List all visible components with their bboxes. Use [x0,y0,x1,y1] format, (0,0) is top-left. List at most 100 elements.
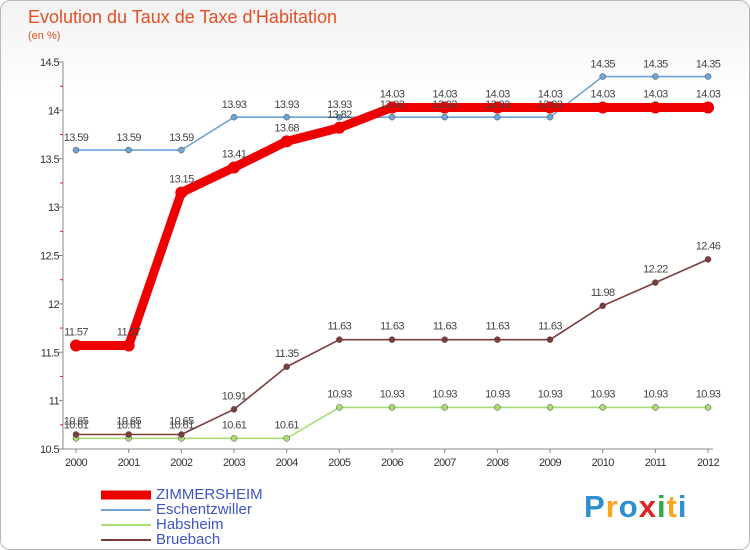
data-point [599,73,606,80]
data-point [336,113,343,121]
data-point [388,336,396,343]
legend-item-eschentzwiller: Eschentzwiller [101,502,431,517]
x-tick-label: 2005 [328,457,351,469]
logo-letter: o [618,489,639,524]
legend-item-bruebach: Bruebach [101,532,431,547]
data-label: 10.61 [116,419,141,431]
y-tick-label: 11.5 [41,347,60,359]
data-point [702,101,715,114]
data-label: 12.46 [696,240,721,252]
data-point [491,101,504,114]
data-label: 11.63 [433,321,457,333]
data-label: 10.91 [222,390,247,402]
data-label: 13.93 [538,99,563,111]
chart-unit: (en %) [28,30,61,42]
logo-letter: i [677,489,688,524]
data-label: 11.98 [591,287,615,299]
data-point [704,73,712,80]
legend-item-habsheim: Habsheim [101,517,431,532]
y-tick-label: 12 [48,299,60,311]
data-point [178,431,185,438]
logo-letter: x [638,489,657,524]
data-label: 14.03 [590,88,615,100]
data-point [649,101,662,114]
x-tick-label: 2010 [592,457,615,469]
data-point [704,256,712,263]
data-label: 10.93 [380,388,405,400]
data-label: 13.41 [222,148,247,160]
data-point [652,404,659,411]
logo-letter: i [656,489,667,524]
data-label: 10.61 [169,419,194,431]
y-tick-label: 12.5 [40,251,59,263]
data-label: 13.93 [274,99,299,111]
data-label: 13.68 [274,122,299,134]
x-tick-label: 2008 [486,457,509,469]
x-tick-label: 2007 [434,457,457,469]
data-point [546,113,554,121]
x-tick-label: 2002 [170,457,193,469]
data-point [441,336,448,343]
data-point [494,113,501,121]
data-label: 10.93 [643,388,668,400]
data-point [230,406,238,413]
data-point [704,404,712,411]
proxiti-logo: Proxiti [584,489,688,525]
chart-title: Evolution du Taux de Taxe d'Habitation [28,7,337,27]
logo-letter: r [605,489,619,524]
data-label: 11.57 [117,326,141,338]
legend: ZIMMERSHEIM Eschentzwiller Habsheim Brue… [101,487,431,547]
data-point [599,302,606,310]
data-label: 10.93 [538,388,563,400]
data-label: 11.63 [380,321,404,333]
data-label: 13.59 [169,132,194,144]
data-label: 14.03 [643,88,668,100]
data-point [546,336,554,343]
data-label: 10.65 [64,415,89,427]
x-tick-label: 2011 [645,457,667,469]
data-label: 13.93 [380,99,405,111]
data-point [596,101,609,114]
data-label: 11.63 [538,321,562,333]
legend-swatch [101,490,151,499]
data-point [546,404,554,411]
legend-label: Habsheim [156,516,224,533]
data-label: 13.93 [222,99,247,111]
data-label: 14.03 [432,88,457,100]
data-point [122,339,135,352]
data-label: 14.03 [380,88,405,100]
data-point [230,435,238,442]
data-label: 13.93 [327,99,352,111]
data-label: 13.93 [432,99,457,111]
data-point [72,431,80,438]
data-label: 11.63 [327,321,351,333]
data-label: 10.61 [274,419,299,431]
data-point [125,431,132,438]
data-label: 10.65 [169,415,194,427]
x-tick-label: 2006 [381,457,404,469]
data-label: 13.93 [485,99,510,111]
legend-label: ZIMMERSHEIM [156,486,263,503]
data-point [125,146,132,154]
data-label: 14.35 [696,59,721,71]
data-point [388,404,396,411]
data-label: 13.82 [327,109,352,121]
data-point [494,404,501,411]
data-point [283,435,290,442]
x-tick-label: 2009 [539,457,562,469]
data-point [70,339,82,352]
data-label: 11.63 [486,321,510,333]
legend-swatch [101,538,151,541]
y-tick-label: 11 [49,396,60,408]
y-tick-label: 13 [48,202,60,214]
data-point [441,404,448,411]
logo-letter: P [584,489,606,524]
data-point [386,101,399,114]
data-label: 10.61 [64,419,89,431]
data-label: 14.03 [538,88,563,100]
data-point [438,101,451,114]
data-label: 11.57 [64,326,88,338]
data-label: 10.65 [116,415,141,427]
data-label: 13.15 [169,174,194,186]
